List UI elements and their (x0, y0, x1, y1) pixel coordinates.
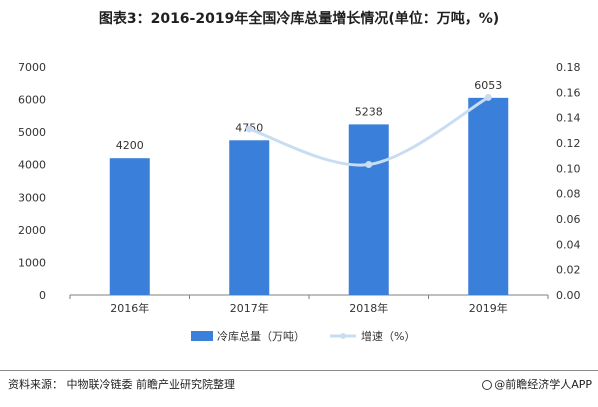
growth-point (365, 161, 373, 169)
left-tick-label: 5000 (18, 126, 46, 139)
right-tick-label: 0.02 (556, 264, 581, 277)
x-tick-label: 2017年 (230, 301, 269, 315)
legend-bar-swatch (191, 331, 213, 341)
brand-credit: @前瞻经济学人APP (482, 376, 592, 392)
right-tick-label: 0.12 (556, 137, 581, 150)
chart-title: 图表3：2016-2019年全国冷库总量增长情况(单位：万吨，%) (98, 11, 500, 27)
brand-text: @前瞻经济学人APP (494, 378, 592, 391)
left-tick-label: 7000 (18, 61, 46, 74)
legend-bar-label: 冷库总量（万吨） (217, 329, 305, 343)
right-tick-label: 0.18 (556, 61, 581, 74)
brand-logo-icon (482, 380, 493, 390)
left-axis-ticks: 0 1000 2000 3000 4000 5000 6000 7000 (18, 61, 46, 302)
x-tick-label: 2018年 (349, 301, 388, 315)
footer-divider (0, 370, 598, 371)
legend-line-label: 增速（%） (361, 329, 415, 343)
right-tick-label: 0.16 (556, 86, 581, 99)
legend: 冷库总量（万吨） 增速（%） (191, 329, 415, 343)
bar (348, 124, 389, 295)
x-tick-label: 2019年 (469, 301, 508, 315)
x-tick-label: 2016年 (110, 301, 149, 315)
bar (109, 158, 150, 295)
right-tick-label: 0.00 (556, 289, 581, 302)
source-note: 资料来源： 中物联冷链委 前瞻产业研究院整理 (8, 378, 235, 391)
bar (229, 140, 270, 295)
x-axis-labels: 2016年 2017年 2018年 2019年 (69, 295, 549, 315)
right-tick-label: 0.14 (556, 112, 581, 125)
growth-point (484, 93, 492, 101)
bar (468, 97, 509, 295)
left-tick-label: 2000 (18, 224, 46, 237)
legend-line-marker (340, 333, 346, 339)
left-tick-label: 4000 (18, 159, 46, 172)
left-tick-label: 3000 (18, 191, 46, 204)
left-tick-label: 6000 (18, 94, 46, 107)
left-tick-label: 1000 (18, 256, 46, 269)
growth-point (245, 125, 253, 133)
right-tick-label: 0.10 (556, 162, 581, 175)
bar-series: 4200475052386053 (109, 79, 509, 295)
right-axis-ticks: 0.00 0.02 0.04 0.06 0.08 0.10 0.12 0.14 0.16 0.18 (556, 61, 581, 302)
bar-value-label: 4200 (116, 139, 144, 152)
left-tick-label: 0 (39, 289, 46, 302)
line-series (245, 93, 492, 169)
right-tick-label: 0.08 (556, 188, 581, 201)
bar-value-label: 5238 (355, 105, 383, 118)
bar-value-label: 6053 (474, 79, 502, 92)
right-tick-label: 0.04 (556, 238, 581, 251)
right-tick-label: 0.06 (556, 213, 581, 226)
